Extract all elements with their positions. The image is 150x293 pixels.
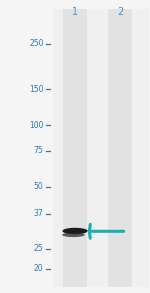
Bar xyxy=(63,9,87,287)
Text: 37: 37 xyxy=(34,209,44,218)
Text: 2: 2 xyxy=(117,7,123,17)
Text: 150: 150 xyxy=(29,85,44,93)
Ellipse shape xyxy=(62,228,88,234)
Text: 1: 1 xyxy=(72,7,78,17)
Text: 20: 20 xyxy=(34,264,43,273)
Ellipse shape xyxy=(62,233,85,237)
Text: 25: 25 xyxy=(34,244,43,253)
Bar xyxy=(108,9,132,287)
Text: 250: 250 xyxy=(29,39,44,48)
Bar xyxy=(52,9,148,287)
Text: 100: 100 xyxy=(29,121,44,130)
Text: 75: 75 xyxy=(34,146,44,155)
Text: 50: 50 xyxy=(34,183,44,191)
